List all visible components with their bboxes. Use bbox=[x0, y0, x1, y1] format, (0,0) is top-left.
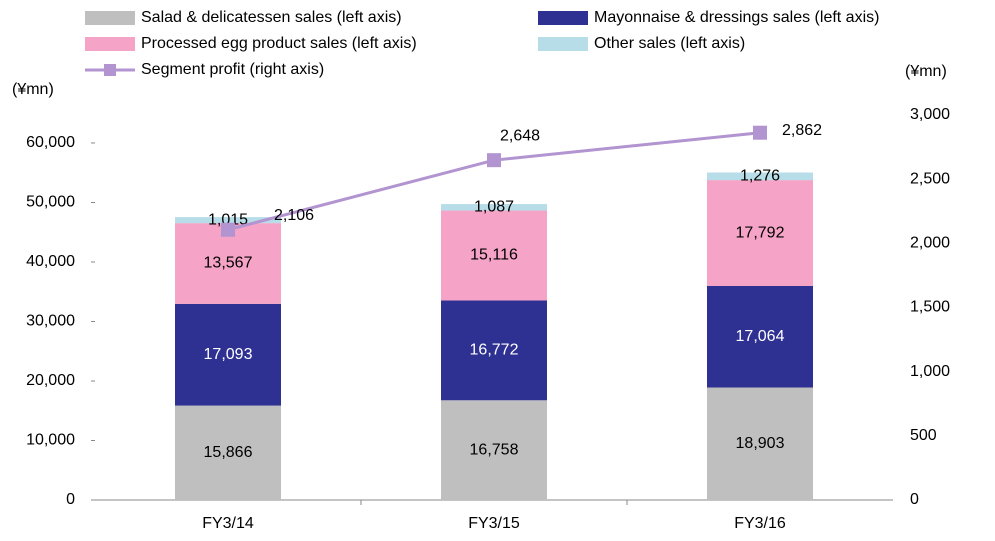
data-label: 2,648 bbox=[500, 127, 540, 144]
data-label: 15,116 bbox=[470, 247, 518, 264]
y-tick-label: 60,000 bbox=[26, 134, 75, 151]
bar-segment bbox=[707, 387, 813, 500]
bar-segment bbox=[441, 400, 547, 500]
y2-tick-label: 500 bbox=[910, 427, 937, 444]
data-label: 2,106 bbox=[274, 207, 314, 224]
legend-swatch bbox=[538, 37, 588, 51]
data-label: 17,093 bbox=[204, 346, 253, 363]
bar-segment bbox=[441, 210, 547, 301]
legend-label: Processed egg product sales (left axis) bbox=[141, 35, 417, 52]
y-tick-label: 30,000 bbox=[26, 313, 75, 330]
data-label: 13,567 bbox=[204, 255, 253, 272]
legend-swatch bbox=[85, 11, 135, 25]
data-label: 17,064 bbox=[736, 328, 785, 345]
legend-label: Other sales (left axis) bbox=[594, 35, 745, 52]
legend-swatch bbox=[538, 11, 588, 25]
data-label: 15,866 bbox=[204, 444, 253, 461]
data-label: 16,772 bbox=[470, 342, 519, 359]
bar-segment bbox=[441, 300, 547, 401]
y2-tick-label: 3,000 bbox=[910, 106, 950, 123]
bar-segment bbox=[175, 217, 281, 224]
y2-tick-label: 1,500 bbox=[910, 299, 950, 316]
legend-swatch bbox=[85, 37, 135, 51]
y2-tick-label: 2,000 bbox=[910, 235, 950, 252]
data-label: 1,276 bbox=[740, 168, 780, 185]
x-tick-label: FY3/15 bbox=[468, 515, 520, 532]
profit-marker bbox=[221, 222, 235, 237]
data-label: 1,015 bbox=[208, 211, 248, 228]
y-tick-label: 10,000 bbox=[26, 432, 75, 449]
legend-label: Salad & delicatessen sales (left axis) bbox=[141, 9, 402, 26]
y-axis-label: (¥mn) bbox=[12, 81, 54, 98]
profit-marker bbox=[487, 153, 501, 168]
x-tick-label: FY3/14 bbox=[202, 515, 254, 532]
y2-tick-label: 1,000 bbox=[910, 363, 950, 380]
y2-axis-label: (¥mn) bbox=[905, 63, 947, 80]
y2-tick-label: 2,500 bbox=[910, 170, 950, 187]
bar-segment bbox=[441, 204, 547, 211]
y-tick-label: 20,000 bbox=[26, 372, 75, 389]
data-label: 17,792 bbox=[736, 224, 785, 241]
bar-segment bbox=[175, 405, 281, 500]
y-tick-label: 50,000 bbox=[26, 194, 75, 211]
bar-segment bbox=[707, 180, 813, 286]
bar-segment bbox=[707, 172, 813, 181]
x-tick-label: FY3/16 bbox=[734, 515, 786, 532]
y-tick-label: 40,000 bbox=[26, 253, 75, 270]
bar-segment bbox=[707, 285, 813, 388]
data-label: 16,758 bbox=[470, 441, 519, 458]
data-label: 2,862 bbox=[782, 122, 822, 139]
profit-marker bbox=[753, 125, 767, 140]
legend-label: Mayonnaise & dressings sales (left axis) bbox=[594, 9, 879, 26]
data-label: 1,087 bbox=[474, 199, 514, 216]
legend-label: Segment profit (right axis) bbox=[141, 61, 324, 78]
data-label: 18,903 bbox=[736, 435, 785, 452]
legend-marker bbox=[104, 64, 116, 76]
y2-tick-label: 0 bbox=[910, 491, 919, 508]
bar-segment bbox=[175, 303, 281, 406]
y-tick-label: 0 bbox=[66, 491, 75, 508]
